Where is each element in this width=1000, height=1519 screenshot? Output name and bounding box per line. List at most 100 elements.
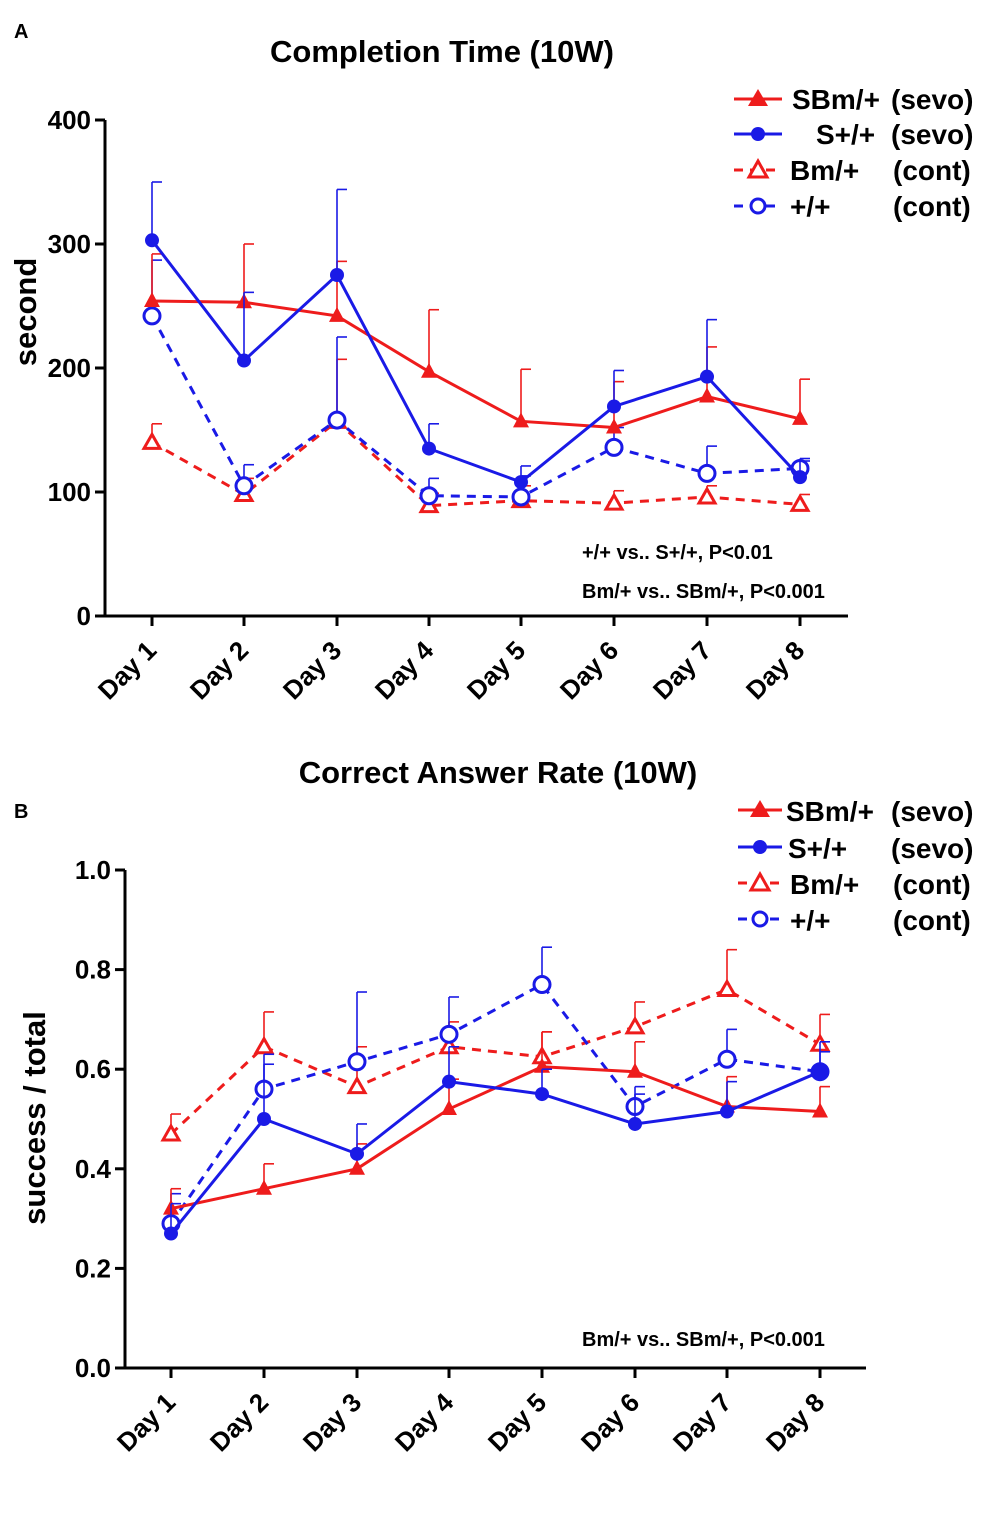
legend-item-s-sevo: S+/+ (sevo)	[734, 119, 973, 150]
panel-b-x-tick-label: Day 3	[297, 1387, 367, 1457]
legend-group: (sevo)	[891, 119, 973, 150]
legend-circle-filled-icon	[753, 840, 767, 854]
panel-b-x-tick-label: Day 1	[111, 1387, 181, 1457]
data-point	[421, 362, 437, 378]
data-point	[628, 1116, 642, 1131]
panel-b-legend: SBm/+ (sevo) S+/+ (sevo) Bm/+ (cont) +/+…	[738, 796, 973, 936]
legend-group: (cont)	[893, 869, 971, 900]
panel-b-letter: B	[14, 801, 28, 823]
data-point	[699, 387, 715, 403]
legend-group: (cont)	[893, 905, 971, 936]
data-point	[164, 1226, 178, 1241]
data-point	[514, 475, 528, 490]
panel-a-y-ticks: 0 100 200 300 400	[48, 105, 105, 631]
data-point	[604, 437, 624, 457]
legend-group: (cont)	[893, 191, 971, 222]
series-line	[169, 982, 821, 1225]
legend-label: +/+	[790, 905, 830, 936]
data-point	[237, 353, 251, 368]
data-point	[346, 1075, 368, 1095]
legend-triangle-open-icon	[746, 157, 770, 179]
panel-b-x-tick-label: Day 4	[389, 1387, 460, 1458]
series-line	[169, 987, 821, 1136]
data-point	[717, 1049, 737, 1069]
panel-b-y-tick-label: 1.0	[75, 855, 111, 885]
data-point	[439, 1024, 459, 1044]
panel-a-y-tick-label: 300	[48, 229, 91, 259]
panel-b-y-tick-label: 0.0	[75, 1353, 111, 1383]
legend-group: (cont)	[893, 155, 971, 186]
legend-triangle-filled-icon	[748, 89, 768, 106]
data-point	[257, 1112, 271, 1126]
panel-a-annotation-2: Bm/+ vs.. SBm/+, P<0.001	[582, 581, 825, 603]
data-point	[329, 306, 345, 322]
panel-a-legend: SBm/+ (sevo) S+/+ (sevo) Bm/+ (cont) +/+…	[734, 84, 973, 222]
legend-item-bm-cont: Bm/+ (cont)	[734, 155, 971, 186]
data-point	[513, 412, 529, 428]
panel-a-x-tick-label: Day 7	[647, 635, 717, 705]
legend-item-wt-cont: +/+ (cont)	[738, 905, 971, 936]
panel-a-annotation-1: +/+ vs.. S+/+, P<0.01	[582, 542, 773, 564]
data-point	[327, 410, 347, 430]
panel-b-x-tick-label: Day 8	[760, 1387, 830, 1457]
data-point	[160, 1122, 182, 1142]
data-point	[330, 268, 344, 282]
data-point	[441, 1100, 457, 1116]
legend-group: (sevo)	[891, 84, 973, 115]
panel-a-title: Completion Time (10W)	[270, 34, 614, 69]
panel-b-annotation-1: Bm/+ vs.. SBm/+, P<0.001	[582, 1329, 825, 1351]
legend-label: S+/+	[788, 833, 847, 864]
panel-b-series-1	[164, 1041, 830, 1241]
data-point	[511, 487, 531, 507]
data-point	[144, 292, 160, 308]
series-line	[150, 239, 802, 484]
data-point	[696, 485, 718, 505]
data-point	[350, 1146, 364, 1161]
panel-a-x-tick-label: Day 3	[277, 635, 347, 705]
legend-triangle-open-icon	[748, 870, 772, 892]
data-point	[532, 975, 552, 995]
panel-a-y-tick-label: 200	[48, 353, 91, 383]
panel-a-x-tick-label: Day 4	[369, 635, 440, 706]
data-point	[145, 233, 159, 248]
data-point	[813, 1064, 827, 1079]
data-point	[812, 1102, 828, 1118]
legend-circle-open-icon	[751, 910, 769, 928]
data-point	[720, 1104, 734, 1119]
panel-a-series-0	[144, 243, 810, 434]
panel-b-y-tick-label: 0.8	[75, 955, 111, 985]
legend-circle-filled-icon	[751, 127, 765, 141]
panel-a-x-tick-label: Day 8	[740, 635, 810, 705]
panel-a-series-3	[142, 259, 810, 507]
panel-a-x-tick-label: Day 5	[461, 635, 531, 705]
panel-b: B Correct Answer Rate (10W) success / to…	[14, 755, 973, 1457]
data-point	[349, 1159, 365, 1175]
legend-item-wt-cont: +/+ (cont)	[734, 191, 971, 222]
panel-a-y-tick-label: 0	[77, 601, 91, 631]
panel-a-x-tick-label: Day 2	[184, 635, 254, 705]
legend-item-s-sevo: S+/+ (sevo)	[738, 833, 973, 864]
panel-a: A Completion Time (10W) second 0 100 200 30…	[8, 21, 973, 705]
data-point	[606, 418, 622, 434]
data-point	[442, 1074, 456, 1089]
panel-b-y-tick-label: 0.4	[75, 1154, 112, 1184]
data-point	[419, 486, 439, 506]
data-point	[697, 463, 717, 483]
panel-a-x-ticks: Day 1 Day 2 Day 3 Day 4 Day 5 Day 6 Day 7 Day 8	[92, 616, 810, 705]
series-line	[151, 299, 801, 430]
panel-b-x-tick-label: Day 6	[575, 1387, 645, 1457]
data-point	[603, 492, 625, 511]
panel-b-y-axis-label: success / total	[17, 1011, 52, 1225]
legend-label: SBm/+	[792, 84, 880, 115]
data-point	[142, 306, 162, 326]
data-point	[793, 470, 807, 485]
data-point	[627, 1062, 643, 1078]
panel-b-y-tick-label: 0.2	[75, 1253, 111, 1283]
panel-b-x-tick-label: Day 2	[204, 1387, 274, 1457]
data-point	[624, 1015, 646, 1035]
data-point	[607, 399, 621, 414]
panel-b-x-ticks: Day 1 Day 2 Day 3 Day 4 Day 5 Day 6 Day 7 Day 8	[111, 1368, 830, 1457]
data-point	[535, 1087, 549, 1102]
data-point	[789, 493, 811, 512]
panel-b-x-tick-label: Day 7	[667, 1387, 737, 1457]
